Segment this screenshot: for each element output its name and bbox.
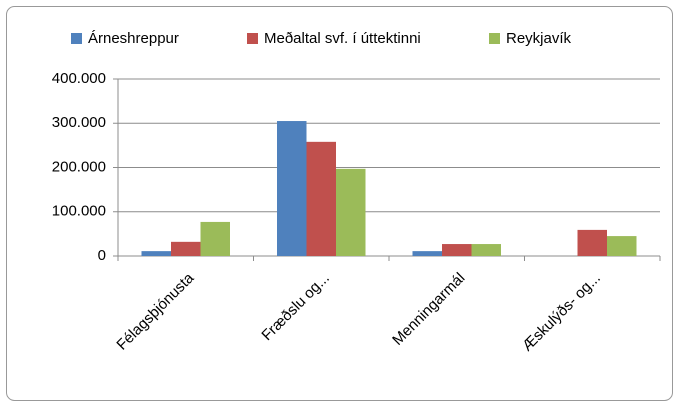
- legend-label: Árneshreppur: [88, 30, 179, 47]
- bar: [471, 244, 501, 256]
- y-tick-label: 300.000: [52, 114, 106, 131]
- bar: [607, 236, 637, 256]
- legend-label: Meðaltal svf. í úttektinni: [264, 30, 421, 47]
- bar: [412, 251, 442, 256]
- bar: [577, 229, 607, 256]
- bar: [442, 244, 472, 256]
- bar: [171, 241, 201, 256]
- legend-swatch: [71, 33, 82, 44]
- legend-swatch: [489, 33, 500, 44]
- bar: [306, 141, 336, 256]
- y-tick-label: 0: [98, 247, 106, 264]
- y-tick-label: 200.000: [52, 158, 106, 175]
- legend-swatch: [247, 33, 258, 44]
- legend-label: Reykjavík: [506, 30, 572, 47]
- y-tick-label: 400.000: [52, 70, 106, 87]
- y-tick-label: 100.000: [52, 203, 106, 220]
- bar: [336, 168, 366, 256]
- bar: [277, 121, 307, 256]
- bar: [141, 251, 171, 256]
- bar: [200, 221, 230, 256]
